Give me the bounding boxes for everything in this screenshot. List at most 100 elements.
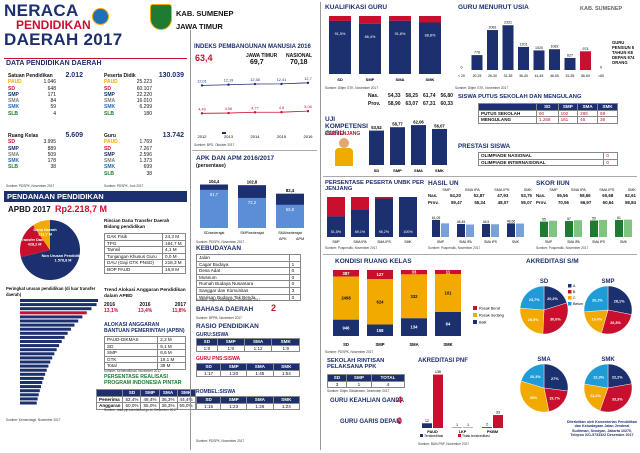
series-bar [466, 224, 474, 237]
table-cell: 1:12 [243, 344, 273, 353]
data-label: 4,56 [225, 107, 232, 111]
level-value: 16.010 [136, 98, 152, 105]
level-value: 4 [53, 110, 56, 117]
s1-bar [419, 22, 441, 74]
level-value: 1.046 [43, 79, 56, 86]
satuan-label: Satuan Pendidikan [8, 73, 53, 79]
series-bar [615, 219, 623, 237]
tick-label: 31-35 [504, 74, 513, 78]
ranking-bar [20, 352, 55, 356]
kondisi-bar [435, 270, 461, 275]
ranking-bar [20, 307, 92, 311]
uji-value: 58,90 [388, 101, 401, 107]
data-label: 55,8 [286, 207, 295, 212]
table-cell: PAUD-DIKMAS [103, 336, 159, 344]
level-value: 699 [143, 164, 152, 171]
source-note: Sumber: PDSPK, Juni 2017 [104, 184, 144, 188]
tick-label: SMA [396, 77, 405, 82]
unkp-bar [375, 197, 393, 199]
data-label: 12,01 [197, 79, 207, 83]
skor-iiun-title: SKOR IIUN [536, 180, 570, 187]
table-header-cell: SMA [246, 396, 274, 404]
table-row: BOP PAUD 16,8 M [103, 265, 186, 274]
tick-label: SMK [435, 168, 444, 173]
tick-label: SMA/sederajat [278, 231, 302, 235]
slice-label: 19,7% [549, 396, 560, 400]
tick-label: SMK [426, 77, 435, 82]
table-header-cell: SMA [158, 389, 178, 397]
tren-year: 2016 [104, 302, 116, 308]
table-header-cell: SMK [176, 389, 196, 397]
grid-value: 48,07 [497, 199, 509, 205]
slice-label: 28,1% [614, 299, 625, 303]
below-s1-bar [419, 16, 441, 23]
table-cell: 39 M [157, 362, 186, 370]
pie-slice [20, 225, 50, 258]
rasio-rombel-title: ROMBEL:SISWA [196, 389, 236, 395]
ranking-bar [20, 299, 98, 302]
tick-label: 51-55 [566, 74, 575, 78]
akreditasi-sm-title: AKREDITASI S/M [526, 258, 579, 265]
kondisi-title: KONDISI RUANG KELAS [335, 258, 412, 265]
ranking-bar [20, 331, 68, 335]
data-label: 12,7 [304, 77, 311, 81]
level-value: 1.373 [139, 158, 152, 165]
table-cell: 3 [288, 286, 302, 295]
grid-head-row: SMP SMA IPA SMA IPS SMK [428, 187, 532, 193]
level-value: 2.596 [139, 151, 152, 158]
kebudayaan-table: Jalan Cagar Budaya 1 Desa Adat 0 Museum 0 Rumah… [196, 254, 302, 302]
pie-slice [584, 363, 609, 389]
table-row: MENGULANG 1.268 161 45 36 [478, 116, 618, 124]
kab-tag: KAB. SUMENEP [580, 6, 623, 12]
tren-value: 11,8% [172, 308, 186, 315]
ipm-nas-value: 70,18 [290, 59, 308, 66]
ranking-bar [20, 327, 71, 331]
series-bar [549, 220, 557, 237]
series-line [201, 82, 309, 86]
legend-swatch [420, 434, 423, 437]
table-cell: 19,1 M [157, 355, 186, 364]
ranking-bar [20, 344, 60, 348]
list-item: SMK 59 [8, 104, 56, 110]
rasio-pns-table: SD SMP SMA SMK 1:17 1:20 1:45 1:54 [195, 363, 301, 378]
level-value: 6.299 [139, 104, 152, 111]
tutwuri-logo [92, 8, 109, 25]
title-line2: PENDIDIKAN [16, 18, 91, 32]
data-label: 2 [486, 423, 488, 427]
series-bar [516, 223, 524, 237]
data-label: 158 [377, 328, 385, 333]
source-note: Sumber: Puspendik, November 2017 [536, 246, 589, 250]
table-cell: 1:9 [216, 344, 245, 353]
slice-label: 19,4% [591, 318, 602, 322]
grid-head: SMK [523, 188, 532, 192]
data-label: 4,77 [251, 106, 258, 110]
table-cell: 1:45 [246, 369, 274, 378]
tidak-terakreditasi-bar [433, 374, 443, 428]
uji-bar [411, 125, 426, 165]
data-label: 61 [617, 216, 621, 220]
grid-value: 53,75 [520, 193, 532, 199]
legend-swatch [568, 296, 572, 300]
tick-label: SMK [512, 240, 520, 244]
prestasi-title: PRESTASI SISWA [458, 143, 511, 150]
list-item: SMA 509 [8, 152, 56, 158]
ipm-nas-label: NASIONAL [286, 53, 313, 59]
level-label: PAUD [8, 79, 22, 86]
table-cell: 286 [577, 109, 599, 118]
tick-label: 56-60 [581, 74, 590, 78]
table-row: OLIMPIADE NASIONAL 0 [477, 152, 618, 160]
apm-bar [238, 197, 266, 228]
apbd-pie-chart: Non Urusan Pendidikan 1.578,8 M Transfer D… [20, 220, 85, 280]
age-bar [471, 55, 483, 70]
level-value: 22.220 [136, 91, 152, 98]
table-cell: OLIMPIADE INTERNASIONAL [477, 158, 605, 167]
header: NERACA PENDIDIKAN DAERAH 2017 [4, 2, 204, 56]
terakreditasi-bar [482, 427, 492, 428]
tick-label: SMA [414, 168, 423, 173]
kondisi-bar [367, 324, 393, 336]
table-row: SD 9,1 M [103, 342, 186, 351]
table-row: Cagar Budaya 1 [196, 260, 302, 269]
tick-label: SD/sederajat [204, 231, 225, 235]
source-note: Sumber: Ditjen GTK, November 2017 [455, 86, 508, 90]
akreditasi-pie-charts: SD 20,2% 30,6% 25,5% 23,7% SMP 28,1% 26,3% 19,4%… [519, 279, 633, 413]
